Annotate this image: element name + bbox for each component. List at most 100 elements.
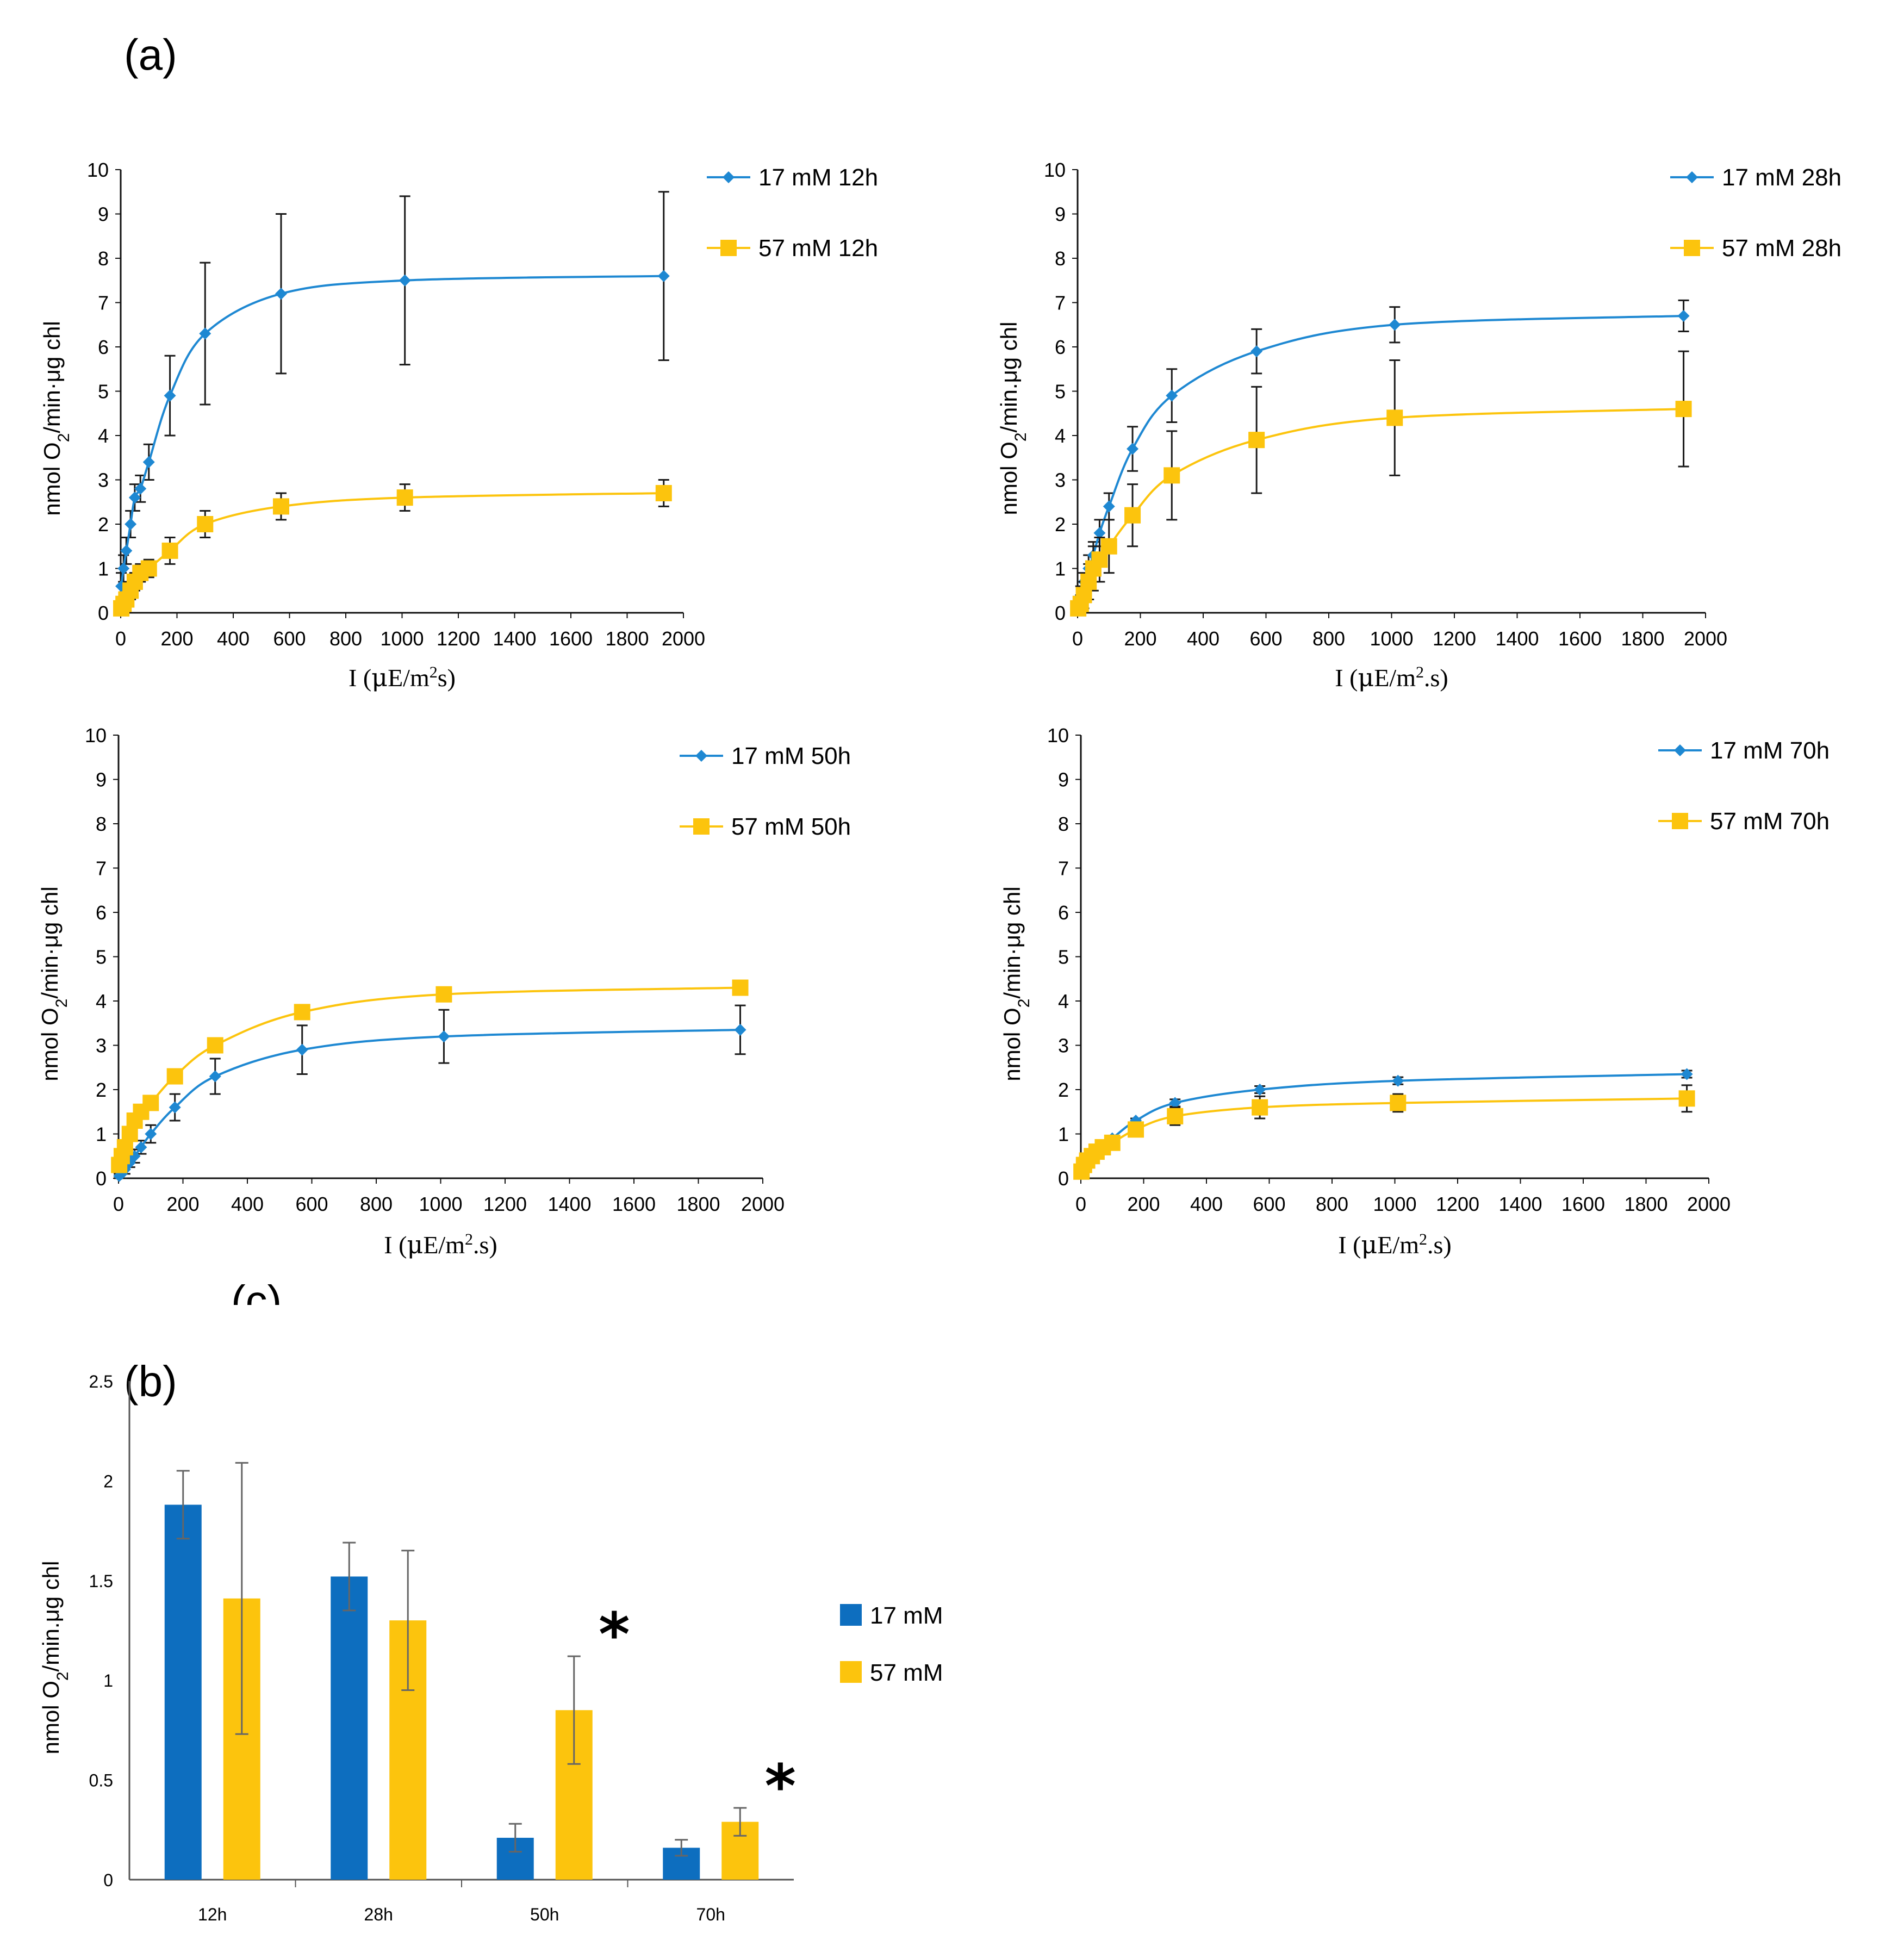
x-axis-title-part: μ: [371, 663, 388, 692]
x-tick-label: 800: [1312, 627, 1345, 650]
x-tick-label: 1000: [1370, 627, 1413, 650]
legend-item-57mM: 57 mM 12h: [707, 235, 878, 262]
y-axis-title-part: μg chl: [38, 1561, 64, 1622]
x-axis-title-part: μ: [407, 1230, 423, 1259]
x-tick-label: 600: [1253, 1193, 1285, 1215]
x-tick-label: 2000: [1687, 1193, 1731, 1215]
legend-marker: [695, 750, 707, 762]
y-axis-title-part: ·: [37, 948, 63, 955]
data-point: [294, 1004, 310, 1021]
data-point: [1392, 1074, 1404, 1087]
x-axis-title-part: .s): [1424, 664, 1448, 692]
legend-label: 17 mM 28h: [1722, 164, 1841, 191]
y-tick-label: 1: [1055, 558, 1066, 580]
y-tick-label: 2.5: [89, 1372, 113, 1391]
y-axis-title-part: 2: [53, 999, 71, 1008]
y-axis-title-part: /min: [999, 955, 1025, 998]
y-axis-title-part: nmol O: [999, 1008, 1025, 1081]
legend-item-57mM: 57 mM 28h: [1670, 235, 1841, 262]
y-tick-label: 2: [1055, 513, 1066, 536]
y-tick-label: 0: [1055, 602, 1066, 624]
x-tick-label: 70h: [696, 1905, 725, 1924]
x-axis-title-part: E/m: [1377, 1231, 1419, 1259]
legend-marker: [1686, 171, 1698, 183]
data-point: [1254, 1084, 1266, 1096]
y-tick-label: 0: [98, 602, 109, 624]
x-axis-title-part: I (: [1335, 664, 1358, 692]
x-axis-title: I (μE/m2.s): [1335, 663, 1448, 692]
legend-label: 57 mM: [870, 1659, 943, 1686]
y-tick-label: 1: [1058, 1123, 1069, 1146]
x-tick-label: 2000: [741, 1193, 785, 1215]
chart-28h: 0 1 2 3 4 5 6 7 8 9 10 0 200 400 600 800 1000 1200 1400 160…: [996, 159, 1841, 692]
data-point: [1167, 1108, 1184, 1124]
series-17mM: [115, 191, 670, 601]
legend-label: 17 mM 70h: [1710, 737, 1830, 764]
x-tick-label: 1600: [549, 627, 593, 650]
y-tick-label: 7: [98, 292, 109, 314]
data-point: [1681, 1068, 1693, 1080]
y-tick-label: 5: [1055, 381, 1066, 403]
x-tick-label: 1000: [1373, 1193, 1416, 1215]
data-point: [657, 270, 670, 282]
x-tick-label: 400: [1190, 1193, 1223, 1215]
y-axis-title-part: /min.: [38, 1622, 64, 1671]
y-axis-title: nmol O2/min·μg chl: [999, 886, 1033, 1081]
legend-item-17mM: 17 mM 50h: [680, 743, 851, 769]
data-point: [134, 482, 147, 495]
x-axis-title-part: E/m: [388, 664, 430, 692]
x-tick-label: 1400: [547, 1193, 591, 1215]
x-axis-title-part: 2: [465, 1230, 473, 1248]
data-point: [1128, 1121, 1144, 1138]
x-axis-title-part: E/m: [1374, 664, 1416, 692]
legend-label: 17 mM 12h: [758, 164, 878, 191]
x-tick-label: 28h: [364, 1905, 393, 1924]
y-axis-title-part: nmol O: [39, 442, 65, 515]
data-point: [145, 1128, 157, 1140]
y-axis-title-part: μg chl: [999, 886, 1025, 948]
legend-swatch: [840, 1661, 862, 1683]
y-axis-title-part: ·: [39, 382, 65, 390]
data-point: [1386, 409, 1403, 426]
legend-item-57mM: 57 mM 50h: [680, 813, 851, 840]
y-tick-label: 9: [96, 769, 107, 791]
y-tick-label: 6: [1058, 901, 1069, 924]
data-point: [128, 492, 141, 504]
series-57mM: [1073, 1084, 1695, 1180]
legend-swatch: [840, 1604, 862, 1626]
y-tick-label: 4: [96, 990, 107, 1012]
x-tick-label: 400: [217, 627, 250, 650]
data-point: [1389, 319, 1401, 331]
x-axis-title-part: .s): [473, 1231, 497, 1259]
legend-item-17mM: 17 mM 12h: [707, 164, 878, 191]
data-point: [1678, 1090, 1695, 1107]
legend-marker: [1674, 744, 1686, 756]
x-tick-label: 2000: [1684, 627, 1727, 650]
y-axis-title-part: μg chl: [996, 322, 1022, 383]
y-tick-label: 3: [98, 469, 109, 492]
legend-marker: [693, 818, 710, 835]
legend-label: 57 mM 50h: [731, 813, 851, 840]
y-tick-label: 2: [96, 1079, 107, 1101]
y-axis-title-part: 2: [1015, 999, 1033, 1008]
data-point: [438, 1030, 450, 1043]
data-point: [135, 1141, 147, 1153]
x-tick-label: 1600: [612, 1193, 656, 1215]
data-point: [296, 1043, 308, 1056]
data-point: [1163, 467, 1180, 484]
data-point: [166, 1068, 183, 1085]
x-tick-label: 1800: [676, 1193, 720, 1215]
x-tick-label: 0: [1075, 1193, 1086, 1215]
y-tick-label: 10: [85, 724, 107, 747]
y-axis-title-part: μg chl: [39, 321, 65, 382]
data-point: [117, 562, 130, 575]
x-tick-label: 1200: [1433, 627, 1476, 650]
x-tick-label: 800: [1316, 1193, 1348, 1215]
legend-label: 57 mM 28h: [1722, 235, 1841, 262]
data-point: [1677, 309, 1690, 322]
x-tick-label: 800: [329, 627, 362, 650]
legend-label: 57 mM 12h: [758, 235, 878, 262]
significance-star: *: [599, 1600, 630, 1669]
y-tick-label: 6: [96, 901, 107, 924]
